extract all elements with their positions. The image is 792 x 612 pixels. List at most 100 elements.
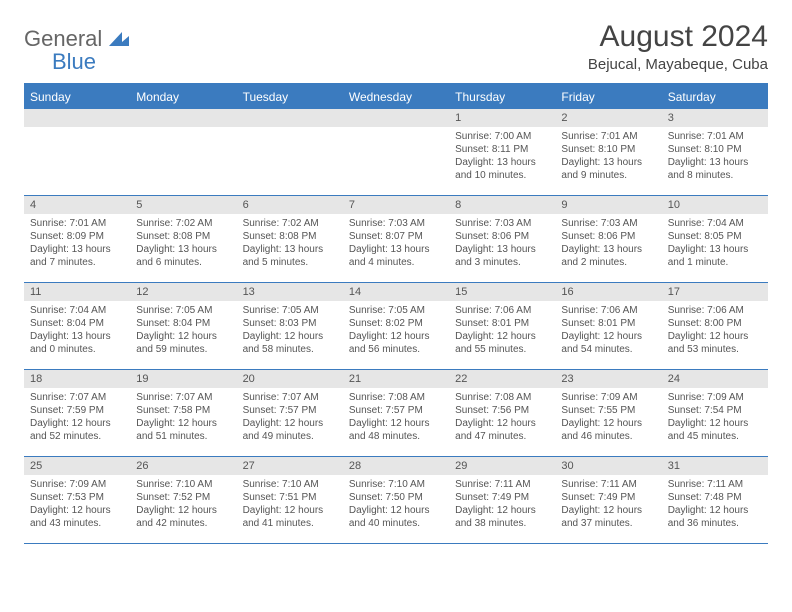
daylight-line: Daylight: 12 hours and 58 minutes.: [243, 330, 337, 356]
day-info: Sunrise: 7:01 AMSunset: 8:09 PMDaylight:…: [24, 214, 130, 273]
day-cell: 13Sunrise: 7:05 AMSunset: 8:03 PMDayligh…: [237, 283, 343, 369]
day-cell: [24, 109, 130, 195]
day-info: Sunrise: 7:06 AMSunset: 8:01 PMDaylight:…: [449, 301, 555, 360]
day-number: 15: [449, 283, 555, 301]
week-row: 18Sunrise: 7:07 AMSunset: 7:59 PMDayligh…: [24, 370, 768, 457]
daylight-line: Daylight: 12 hours and 41 minutes.: [243, 504, 337, 530]
day-cell: 29Sunrise: 7:11 AMSunset: 7:49 PMDayligh…: [449, 457, 555, 543]
day-number: 19: [130, 370, 236, 388]
daylight-line: Daylight: 13 hours and 7 minutes.: [30, 243, 124, 269]
sunrise-line: Sunrise: 7:03 AM: [561, 217, 655, 230]
day-number: 29: [449, 457, 555, 475]
day-info: Sunrise: 7:08 AMSunset: 7:56 PMDaylight:…: [449, 388, 555, 447]
sunrise-line: Sunrise: 7:10 AM: [243, 478, 337, 491]
sunrise-line: Sunrise: 7:05 AM: [349, 304, 443, 317]
calendar-page: General August 2024 Bejucal, Mayabeque, …: [0, 0, 792, 564]
empty-day-number: [130, 109, 236, 127]
daylight-line: Daylight: 12 hours and 37 minutes.: [561, 504, 655, 530]
day-number: 31: [662, 457, 768, 475]
empty-day-number: [237, 109, 343, 127]
day-cell: 7Sunrise: 7:03 AMSunset: 8:07 PMDaylight…: [343, 196, 449, 282]
day-number: 1: [449, 109, 555, 127]
sunset-line: Sunset: 7:48 PM: [668, 491, 762, 504]
day-cell: 25Sunrise: 7:09 AMSunset: 7:53 PMDayligh…: [24, 457, 130, 543]
weekday-tue: Tuesday: [237, 85, 343, 109]
day-number: 14: [343, 283, 449, 301]
day-number: 11: [24, 283, 130, 301]
daylight-line: Daylight: 12 hours and 47 minutes.: [455, 417, 549, 443]
day-cell: [237, 109, 343, 195]
logo-text-blue: Blue: [24, 49, 96, 74]
weeks-container: 1Sunrise: 7:00 AMSunset: 8:11 PMDaylight…: [24, 109, 768, 544]
day-number: 17: [662, 283, 768, 301]
sunrise-line: Sunrise: 7:01 AM: [30, 217, 124, 230]
day-number: 23: [555, 370, 661, 388]
sunset-line: Sunset: 7:56 PM: [455, 404, 549, 417]
day-info: Sunrise: 7:08 AMSunset: 7:57 PMDaylight:…: [343, 388, 449, 447]
day-cell: [130, 109, 236, 195]
day-number: 6: [237, 196, 343, 214]
day-number: 25: [24, 457, 130, 475]
day-number: 8: [449, 196, 555, 214]
daylight-line: Daylight: 13 hours and 0 minutes.: [30, 330, 124, 356]
day-number: 9: [555, 196, 661, 214]
day-number: 4: [24, 196, 130, 214]
sunrise-line: Sunrise: 7:06 AM: [668, 304, 762, 317]
weekday-thu: Thursday: [449, 85, 555, 109]
daylight-line: Daylight: 12 hours and 45 minutes.: [668, 417, 762, 443]
daylight-line: Daylight: 12 hours and 46 minutes.: [561, 417, 655, 443]
day-info: Sunrise: 7:00 AMSunset: 8:11 PMDaylight:…: [449, 127, 555, 186]
sunrise-line: Sunrise: 7:01 AM: [561, 130, 655, 143]
sunrise-line: Sunrise: 7:11 AM: [668, 478, 762, 491]
day-cell: 1Sunrise: 7:00 AMSunset: 8:11 PMDaylight…: [449, 109, 555, 195]
day-cell: 23Sunrise: 7:09 AMSunset: 7:55 PMDayligh…: [555, 370, 661, 456]
day-number: 5: [130, 196, 236, 214]
day-info: Sunrise: 7:06 AMSunset: 8:00 PMDaylight:…: [662, 301, 768, 360]
day-info: Sunrise: 7:04 AMSunset: 8:04 PMDaylight:…: [24, 301, 130, 360]
sunrise-line: Sunrise: 7:10 AM: [136, 478, 230, 491]
weekday-sat: Saturday: [662, 85, 768, 109]
daylight-line: Daylight: 13 hours and 2 minutes.: [561, 243, 655, 269]
daylight-line: Daylight: 13 hours and 9 minutes.: [561, 156, 655, 182]
sunset-line: Sunset: 7:54 PM: [668, 404, 762, 417]
sunset-line: Sunset: 8:02 PM: [349, 317, 443, 330]
day-cell: 18Sunrise: 7:07 AMSunset: 7:59 PMDayligh…: [24, 370, 130, 456]
day-cell: 6Sunrise: 7:02 AMSunset: 8:08 PMDaylight…: [237, 196, 343, 282]
daylight-line: Daylight: 12 hours and 38 minutes.: [455, 504, 549, 530]
sunrise-line: Sunrise: 7:07 AM: [136, 391, 230, 404]
day-cell: 10Sunrise: 7:04 AMSunset: 8:05 PMDayligh…: [662, 196, 768, 282]
day-cell: 20Sunrise: 7:07 AMSunset: 7:57 PMDayligh…: [237, 370, 343, 456]
sunset-line: Sunset: 8:10 PM: [561, 143, 655, 156]
sunrise-line: Sunrise: 7:04 AM: [30, 304, 124, 317]
sunset-line: Sunset: 7:59 PM: [30, 404, 124, 417]
sunrise-line: Sunrise: 7:09 AM: [30, 478, 124, 491]
day-info: Sunrise: 7:05 AMSunset: 8:02 PMDaylight:…: [343, 301, 449, 360]
daylight-line: Daylight: 13 hours and 8 minutes.: [668, 156, 762, 182]
day-cell: 8Sunrise: 7:03 AMSunset: 8:06 PMDaylight…: [449, 196, 555, 282]
sunset-line: Sunset: 8:04 PM: [136, 317, 230, 330]
week-row: 1Sunrise: 7:00 AMSunset: 8:11 PMDaylight…: [24, 109, 768, 196]
daylight-line: Daylight: 13 hours and 5 minutes.: [243, 243, 337, 269]
day-cell: [343, 109, 449, 195]
daylight-line: Daylight: 12 hours and 53 minutes.: [668, 330, 762, 356]
day-cell: 14Sunrise: 7:05 AMSunset: 8:02 PMDayligh…: [343, 283, 449, 369]
daylight-line: Daylight: 12 hours and 40 minutes.: [349, 504, 443, 530]
sunset-line: Sunset: 8:03 PM: [243, 317, 337, 330]
sunset-line: Sunset: 7:55 PM: [561, 404, 655, 417]
sunrise-line: Sunrise: 7:11 AM: [455, 478, 549, 491]
sunset-line: Sunset: 7:53 PM: [30, 491, 124, 504]
weekday-mon: Monday: [130, 85, 236, 109]
day-info: Sunrise: 7:04 AMSunset: 8:05 PMDaylight:…: [662, 214, 768, 273]
sunset-line: Sunset: 7:57 PM: [243, 404, 337, 417]
daylight-line: Daylight: 12 hours and 59 minutes.: [136, 330, 230, 356]
day-cell: 30Sunrise: 7:11 AMSunset: 7:49 PMDayligh…: [555, 457, 661, 543]
sunset-line: Sunset: 7:52 PM: [136, 491, 230, 504]
day-number: 7: [343, 196, 449, 214]
sunrise-line: Sunrise: 7:06 AM: [561, 304, 655, 317]
daylight-line: Daylight: 12 hours and 48 minutes.: [349, 417, 443, 443]
day-info: Sunrise: 7:11 AMSunset: 7:48 PMDaylight:…: [662, 475, 768, 534]
calendar-grid: Sunday Monday Tuesday Wednesday Thursday…: [24, 83, 768, 544]
day-number: 3: [662, 109, 768, 127]
day-cell: 5Sunrise: 7:02 AMSunset: 8:08 PMDaylight…: [130, 196, 236, 282]
sunrise-line: Sunrise: 7:11 AM: [561, 478, 655, 491]
